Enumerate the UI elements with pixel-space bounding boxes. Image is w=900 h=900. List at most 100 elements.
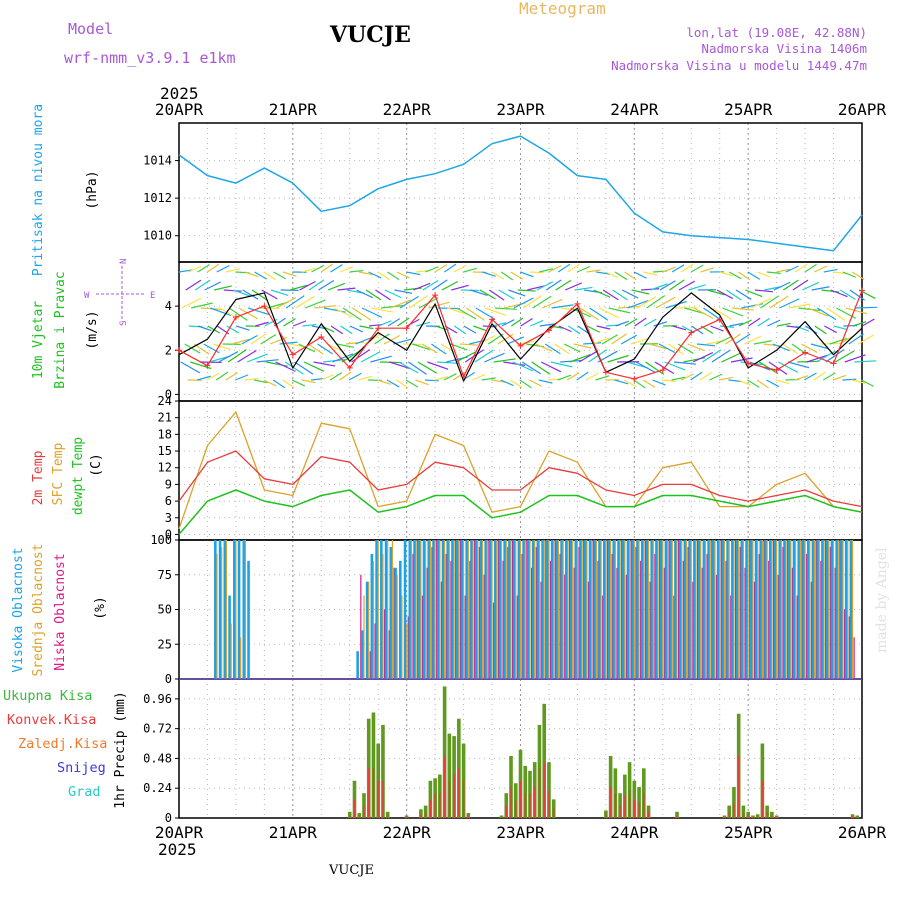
wind-arrow — [269, 336, 288, 345]
cloud-high-bar — [384, 540, 388, 679]
cloud-mid-bar — [538, 540, 541, 679]
wind-arrow — [415, 379, 429, 386]
cloud-mid-bar — [704, 540, 707, 679]
wind-arrow — [181, 297, 202, 309]
wind-arrow — [342, 307, 362, 321]
wind-arrow — [482, 271, 496, 277]
cloud-high-bar — [498, 540, 502, 679]
wind-arrow — [608, 307, 631, 314]
wind-arrow — [284, 361, 304, 375]
wind-arrow — [649, 343, 668, 350]
cloud-mid-bar — [813, 540, 816, 679]
gust-marker — [802, 349, 809, 356]
panel-precip: 0 0.24 0.48 0.72 0.96 — [143, 678, 863, 825]
wind-arrow — [465, 307, 485, 321]
precip-series — [347, 686, 860, 818]
cloud-high-bar — [621, 540, 625, 679]
cloud-high-bar — [693, 540, 696, 679]
cloud-low-bar — [502, 560, 504, 679]
precip-total-bar — [442, 686, 447, 818]
wind-arrow — [662, 266, 676, 273]
y-tick-label: 2 — [165, 343, 172, 357]
wind-arrow — [816, 307, 837, 321]
wind-arrow — [282, 379, 295, 389]
y-tick-label: 0 — [165, 672, 172, 686]
wind-arrow — [329, 372, 343, 381]
wind-arrow — [829, 337, 848, 345]
wind-arrow — [544, 343, 561, 355]
wind-arrow — [722, 307, 744, 317]
time-label-bottom: 21APR — [269, 823, 318, 842]
cloud-mid-bar — [685, 540, 688, 679]
wind-arrow — [842, 378, 857, 381]
cloud-high-bar — [707, 540, 710, 679]
wind-arrow — [539, 268, 553, 273]
wind-arrow — [299, 280, 316, 291]
cloud-low-bar — [649, 581, 651, 679]
wind-arrow — [734, 333, 751, 345]
wind-arrow — [623, 379, 637, 388]
wind-arrow — [184, 343, 201, 354]
cloud-high-bar — [702, 540, 706, 679]
wind-arrow — [244, 271, 259, 278]
cloud-high-bar — [465, 540, 469, 679]
precip-conv-bar — [638, 803, 640, 818]
cloud-mid-bar — [458, 540, 460, 679]
wind-arrow — [434, 376, 449, 381]
wind-arrow — [370, 355, 392, 363]
cloud-mid-bar — [401, 595, 403, 679]
precip-conv-bar — [448, 780, 451, 818]
cloud-low-bar — [592, 540, 594, 679]
precip-conv-bar — [462, 780, 465, 818]
wind-arrow — [247, 307, 270, 316]
wind-arrow — [775, 379, 790, 385]
cloud-high-bar — [664, 540, 668, 679]
wind-arrow — [711, 349, 731, 363]
y-tick-label: 0 — [165, 527, 172, 541]
cloud-label-2: Srednja Oblacnost — [31, 543, 46, 676]
precip-total-bar — [732, 786, 736, 818]
gust-marker — [659, 367, 666, 374]
wind-arrow — [825, 349, 845, 363]
wind-arrow — [579, 307, 599, 321]
wind-arrow — [860, 379, 874, 387]
wind-arrow — [509, 379, 523, 389]
cloud-low-bar — [388, 630, 390, 679]
wind-arrow — [440, 343, 457, 354]
wind-arrow — [425, 266, 439, 273]
cloud-low-bar — [668, 540, 670, 679]
cloud-mid-bar — [771, 540, 773, 679]
wind-arrow — [336, 343, 355, 348]
wind-arrow — [795, 325, 810, 332]
cloud-low-bar — [644, 540, 647, 679]
cloud-high-bar — [408, 540, 412, 679]
wind-arrow — [421, 343, 438, 354]
precip-conv-bar — [614, 793, 617, 818]
wind-arrow — [332, 353, 354, 363]
wind-arrow — [737, 379, 752, 386]
precip-conv-bar — [766, 811, 768, 818]
gust-marker — [631, 375, 638, 382]
wind-arrow — [218, 351, 239, 363]
wind-arrow — [530, 319, 544, 327]
wind-arrow — [463, 325, 477, 334]
wind-arrow — [474, 349, 494, 363]
cloud-high-bar — [735, 540, 739, 679]
wind-arrow — [630, 338, 648, 345]
precip-conv-bar — [372, 768, 375, 818]
wind-arrow — [412, 343, 430, 351]
cloud-high-bar — [422, 540, 426, 679]
wind-arrow — [769, 295, 789, 309]
wind-arrow — [782, 343, 798, 355]
cloud-high-bar — [451, 540, 454, 679]
wind-arrow — [531, 361, 551, 375]
cloud-low-bar — [692, 581, 694, 679]
cloud-high-bar — [470, 540, 473, 679]
cloud-mid-bar — [467, 540, 469, 679]
cloud-low-bar — [573, 567, 575, 679]
wind-arrow — [748, 317, 761, 327]
wind-arrow — [834, 350, 855, 363]
wind-arrow — [396, 379, 409, 389]
wind-arrow — [852, 321, 867, 327]
cloud-high-bar — [555, 540, 559, 679]
